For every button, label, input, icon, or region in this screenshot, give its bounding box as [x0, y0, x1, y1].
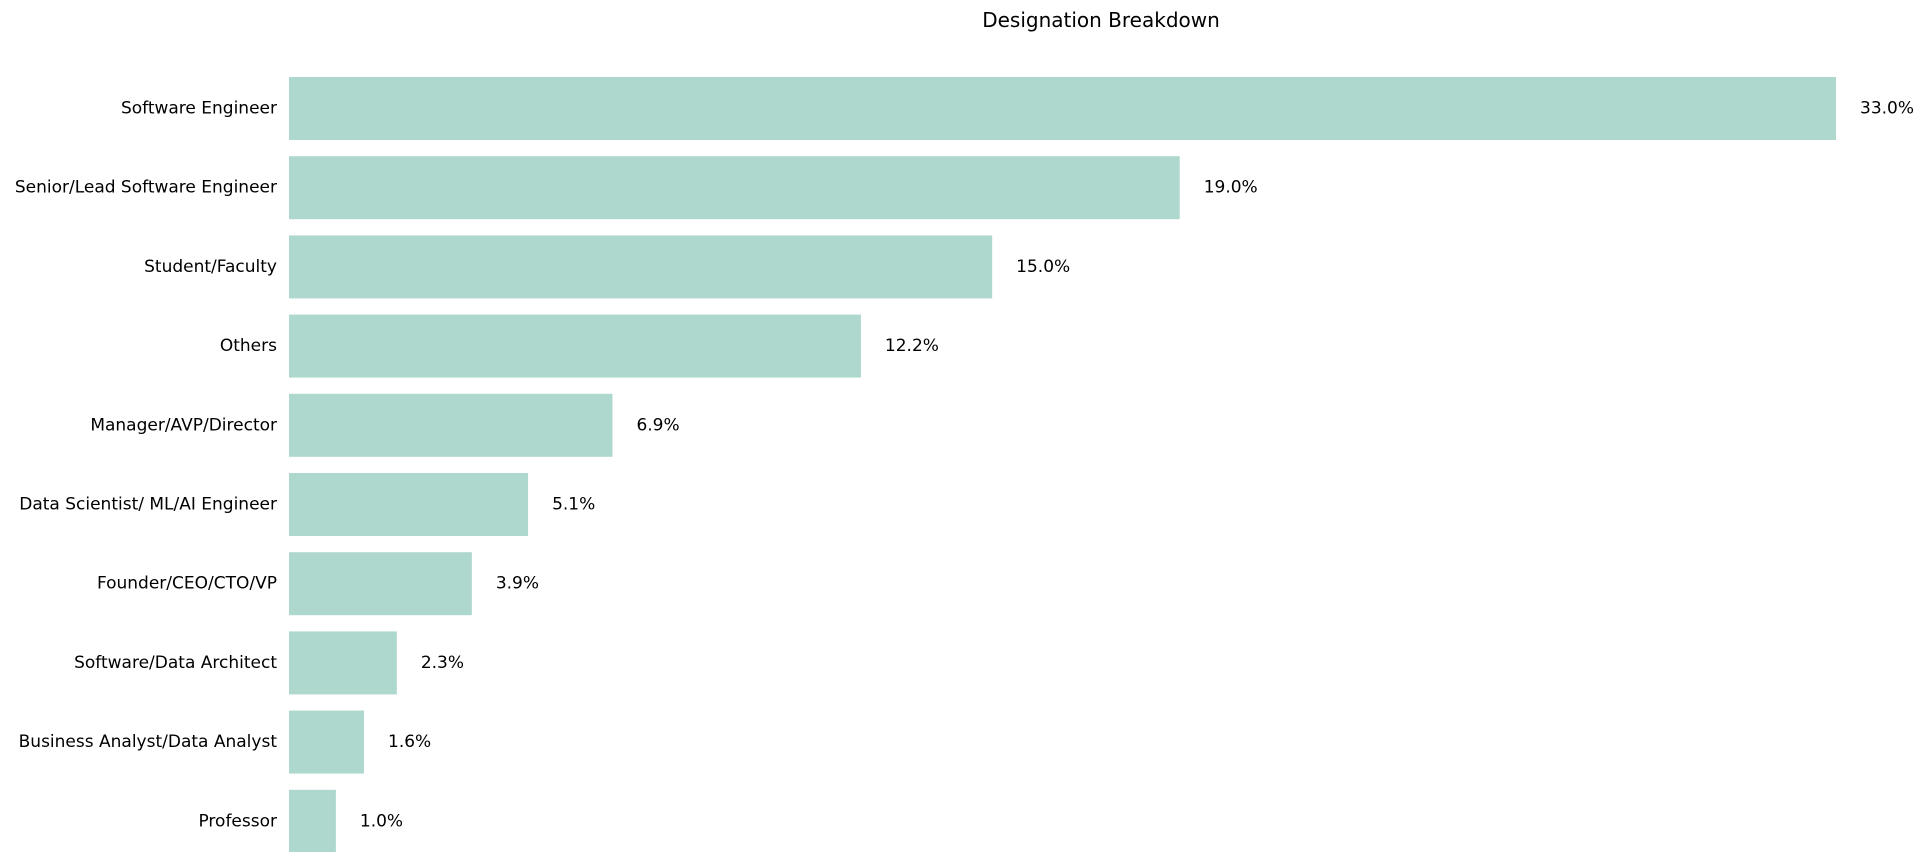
- category-label-4: Manager/AVP/Director: [90, 415, 277, 435]
- bar-6: [289, 552, 472, 616]
- bar-5: [289, 473, 529, 536]
- value-label-1: 19.0%: [1204, 178, 1258, 198]
- category-label-6: Founder/CEO/CTO/VP: [97, 574, 277, 594]
- category-labels: Software Engineer Senior/Lead Software En…: [15, 99, 278, 832]
- value-label-5: 5.1%: [552, 495, 595, 515]
- category-label-3: Others: [220, 336, 277, 356]
- bar-7: [289, 631, 397, 695]
- category-label-0: Software Engineer: [121, 99, 277, 119]
- category-label-2: Student/Faculty: [144, 257, 277, 277]
- category-label-9: Professor: [198, 811, 277, 831]
- category-label-1: Senior/Lead Software Engineer: [15, 178, 277, 198]
- bar-9: [289, 789, 336, 852]
- bar-3: [289, 314, 861, 378]
- value-label-6: 3.9%: [496, 574, 539, 594]
- category-label-7: Software/Data Architect: [74, 653, 277, 673]
- value-labels: 33.0% 19.0% 15.0% 12.2% 6.9% 5.1% 3.9% 2.3% 1.6%…: [360, 99, 1914, 832]
- bar-0: [289, 77, 1836, 140]
- value-label-2: 15.0%: [1016, 257, 1070, 277]
- bar-2: [289, 235, 993, 299]
- chart-title: Designation Breakdown: [982, 8, 1220, 32]
- bars-layer: [289, 77, 1836, 852]
- bar-1: [289, 156, 1180, 220]
- value-label-0: 33.0%: [1860, 99, 1914, 119]
- value-label-4: 6.9%: [636, 415, 679, 435]
- category-label-8: Business Analyst/Data Analyst: [19, 732, 278, 752]
- value-label-8: 1.6%: [388, 732, 431, 752]
- bar-8: [289, 710, 365, 774]
- category-label-5: Data Scientist/ ML/AI Engineer: [19, 495, 277, 515]
- value-label-3: 12.2%: [885, 336, 939, 356]
- bar-4: [289, 393, 613, 457]
- value-label-9: 1.0%: [360, 811, 403, 831]
- value-label-7: 2.3%: [421, 653, 464, 673]
